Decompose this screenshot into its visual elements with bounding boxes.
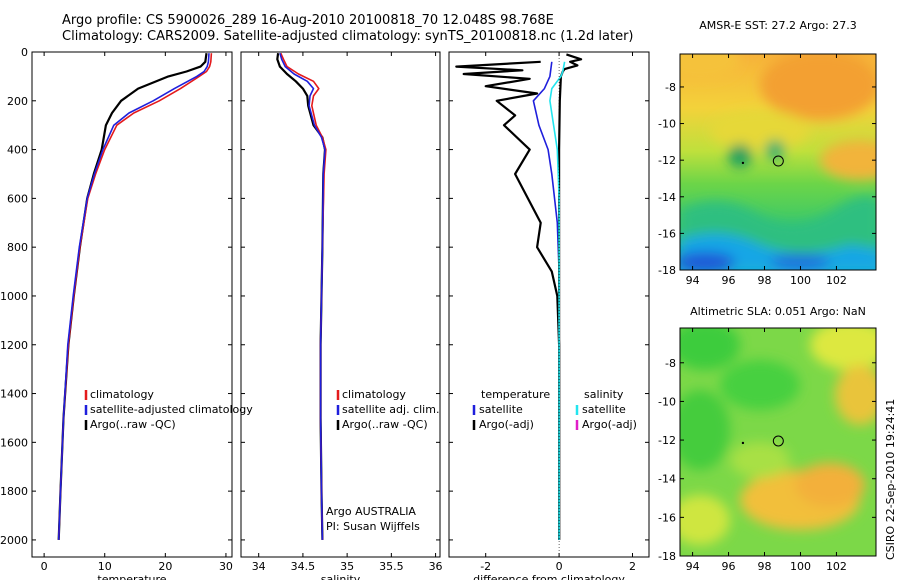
difference-legend-label: Argo(-adj) — [582, 418, 637, 431]
salinity-plot-frame — [240, 51, 441, 558]
temperature-xtick-label: 0 — [41, 560, 48, 573]
salinity-legend-label: Argo(..raw -QC) — [342, 418, 428, 431]
sla-map-axes: 94 96 98 100 102 -8 -10 -12 -14 -16 -18 — [658, 327, 877, 573]
difference-legend-label: satellite — [479, 403, 523, 416]
sst-map-ytick-label: -14 — [658, 191, 676, 204]
sla-map-ytick-label: -10 — [658, 395, 676, 408]
difference-xtick-label: 2 — [629, 560, 636, 573]
difference-plot-frame — [448, 51, 650, 558]
sla-map-ytick-label: -18 — [658, 550, 676, 563]
sst-map-ytick-label: -10 — [658, 118, 676, 131]
temperature-plot-frame — [31, 51, 233, 558]
salinity-xtick-label: 35 — [340, 560, 354, 573]
temperature-series-line-1 — [57, 53, 213, 540]
temperature-ytick-label: 200 — [7, 95, 28, 108]
difference-legend-label: salinity — [584, 388, 624, 401]
sst-map-xtick-label: 94 — [686, 274, 700, 287]
sla-map-ytick-label: -12 — [658, 434, 676, 447]
difference-xtick-label: -2 — [480, 560, 491, 573]
difference-legend-label: temperature — [481, 388, 550, 401]
sla-map-xtick-label: 98 — [758, 560, 772, 573]
salinity-series-line-1 — [280, 52, 327, 540]
temperature-ytick-label: 1000 — [0, 290, 28, 303]
difference-xtick-label: 0 — [556, 560, 563, 573]
temperature-ytick-label: 1800 — [0, 485, 28, 498]
sla-map-image — [680, 328, 876, 556]
salinity-series-line-0 — [276, 53, 327, 540]
sst-map-frame — [679, 53, 877, 271]
sla-map-xtick-label: 100 — [790, 560, 811, 573]
temperature-xtick-label: 30 — [219, 560, 233, 573]
difference-series-line-0 — [455, 60, 561, 540]
salinity-legend-label: satellite adj. clim. — [342, 403, 439, 416]
temperature-profile-panel: 0 10 20 30 0 200 400 600 800 1000 1200 1400 1600 1800… — [0, 46, 253, 580]
salinity-annotation-text: Argo AUSTRALIA — [326, 505, 416, 518]
sla-argo-position-marker — [772, 435, 784, 447]
salinity-xtick-label: 35.5 — [379, 560, 404, 573]
sst-map-xtick-label: 102 — [826, 274, 847, 287]
difference-profile-panel: -2 0 2 difference from climatology temperatu… — [448, 51, 650, 580]
sla-island-marker — [741, 441, 745, 445]
temperature-legend-label: climatology — [90, 388, 154, 401]
sst-map-ytick-label: -8 — [665, 81, 676, 94]
sla-map-xtick-label: 96 — [722, 560, 736, 573]
salinity-legend-label: climatology — [342, 388, 406, 401]
temperature-ytick-label: 400 — [7, 144, 28, 157]
salinity-xtick-label: 34 — [252, 560, 266, 573]
sla-map-xtick-label: 94 — [686, 560, 700, 573]
temperature-xtick-label: 20 — [158, 560, 172, 573]
temperature-ytick-label: 1200 — [0, 339, 28, 352]
temperature-ytick-label: 0 — [21, 46, 28, 59]
header-line-2: Climatology: CARS2009. Satellite-adjuste… — [62, 29, 634, 44]
difference-xlabel: difference from climatology — [473, 573, 625, 580]
temperature-ytick-label: 600 — [7, 192, 28, 205]
sst-map-axes: 94 96 98 100 102 -8 -10 -12 -14 -16 -18 — [658, 53, 877, 287]
sst-map-ytick-label: -18 — [658, 264, 676, 277]
sst-map-ytick-label: -16 — [658, 227, 676, 240]
salinity-series-line-2 — [279, 52, 326, 540]
sla-map-ytick-label: -14 — [658, 473, 676, 486]
temperature-ytick-label: 1400 — [0, 388, 28, 401]
sla-map-xtick-label: 102 — [826, 560, 847, 573]
temperature-ytick-label: 2000 — [0, 534, 28, 547]
salinity-annotation-text: PI: Susan Wijffels — [326, 520, 420, 533]
temperature-legend-label: Argo(..raw -QC) — [90, 418, 176, 431]
sla-map-title: Altimetric SLA: 0.051 Argo: NaN — [690, 305, 866, 318]
sla-map-ytick-label: -8 — [665, 357, 676, 370]
temperature-ytick-label: 1600 — [0, 436, 28, 449]
salinity-xlabel: salinity — [321, 573, 361, 580]
sst-map-xtick-label: 98 — [758, 274, 772, 287]
temperature-xlabel: temperature — [97, 573, 166, 580]
sst-map-ytick-label: -12 — [658, 154, 676, 167]
sst-map-image — [680, 54, 876, 270]
difference-series-line-2 — [557, 53, 583, 540]
salinity-xtick-label: 34.5 — [291, 560, 316, 573]
sst-island-marker — [741, 161, 745, 165]
temperature-series-line-0 — [57, 53, 208, 540]
sst-argo-position-marker — [772, 155, 784, 167]
difference-legend-label: satellite — [582, 403, 626, 416]
temperature-ytick-label: 800 — [7, 241, 28, 254]
sst-map-xtick-label: 100 — [790, 274, 811, 287]
difference-series-line-3 — [549, 61, 566, 540]
sla-map-frame — [679, 327, 877, 557]
salinity-profile-panel: 34 34.5 35 35.5 36 salinity climatology satelli… — [240, 51, 443, 580]
salinity-xtick-label: 36 — [429, 560, 443, 573]
header-line-1: Argo profile: CS 5900026_289 16-Aug-2010… — [62, 13, 554, 28]
temperature-series-line-2 — [57, 53, 210, 540]
sla-map-ytick-label: -16 — [658, 511, 676, 524]
sst-map-title: AMSR-E SST: 27.2 Argo: 27.3 — [699, 19, 857, 32]
sst-map-xtick-label: 96 — [722, 274, 736, 287]
difference-legend-label: Argo(-adj) — [479, 418, 534, 431]
temperature-xtick-label: 10 — [98, 560, 112, 573]
temperature-legend-label: satellite-adjusted climatology — [90, 403, 253, 416]
